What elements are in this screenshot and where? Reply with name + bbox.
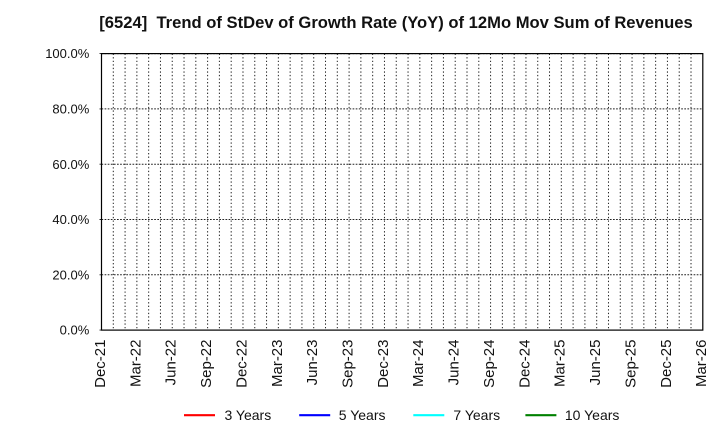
svg-text:Dec-24: Dec-24 (516, 340, 533, 388)
svg-text:Jun-22: Jun-22 (163, 340, 180, 386)
svg-text:3 Years: 3 Years (225, 407, 272, 423)
svg-text:[6524] Trend of StDev of Grow: [6524] Trend of StDev of Growth Rate (Yo… (99, 13, 692, 32)
svg-text:60.0%: 60.0% (52, 157, 89, 172)
svg-text:Mar-22: Mar-22 (127, 340, 144, 388)
svg-text:Sep-23: Sep-23 (339, 340, 356, 388)
svg-text:Mar-23: Mar-23 (269, 340, 286, 388)
svg-text:5 Years: 5 Years (339, 407, 386, 423)
svg-text:Jun-24: Jun-24 (446, 340, 463, 386)
svg-text:10 Years: 10 Years (565, 407, 620, 423)
svg-text:Sep-25: Sep-25 (622, 340, 639, 388)
svg-text:Mar-26: Mar-26 (693, 340, 710, 388)
svg-text:40.0%: 40.0% (52, 212, 89, 227)
svg-text:Mar-24: Mar-24 (410, 340, 427, 388)
svg-text:Jun-23: Jun-23 (304, 340, 321, 386)
svg-text:100.0%: 100.0% (45, 46, 90, 61)
svg-text:Dec-21: Dec-21 (92, 340, 109, 388)
svg-text:7 Years: 7 Years (453, 407, 500, 423)
svg-text:20.0%: 20.0% (52, 267, 89, 282)
svg-text:80.0%: 80.0% (52, 102, 89, 117)
svg-text:Dec-25: Dec-25 (658, 340, 675, 388)
svg-text:Jun-25: Jun-25 (587, 340, 604, 386)
svg-text:Sep-22: Sep-22 (198, 340, 215, 388)
svg-text:Dec-22: Dec-22 (233, 340, 250, 388)
svg-text:0.0%: 0.0% (60, 323, 90, 338)
svg-text:Mar-25: Mar-25 (552, 340, 569, 388)
svg-text:Dec-23: Dec-23 (375, 340, 392, 388)
svg-text:Sep-24: Sep-24 (481, 339, 498, 387)
